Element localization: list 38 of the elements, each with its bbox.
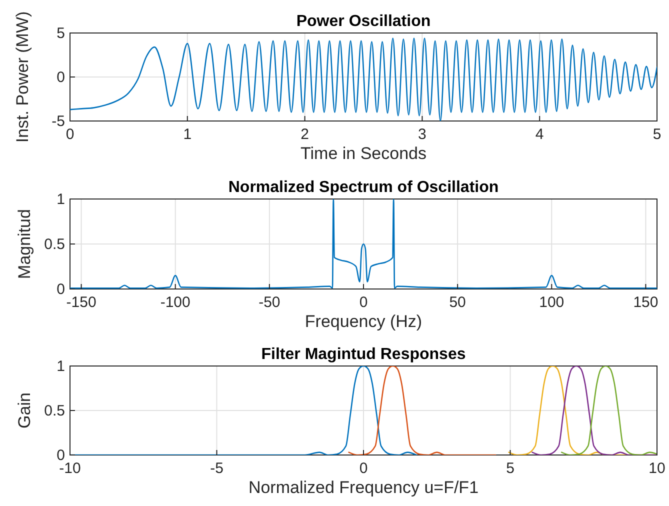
- y-axis-title: Magnitud: [15, 209, 34, 279]
- y-tick-label: 0.5: [44, 236, 65, 253]
- y-axis-title: Gain: [15, 392, 34, 428]
- y-tick-label: 5: [56, 25, 65, 42]
- x-axis-title: Normalized Frequency u=F/F1: [248, 478, 479, 497]
- line-series: [348, 366, 496, 455]
- x-tick-label: 100: [539, 294, 564, 311]
- y-tick-label: -5: [52, 113, 65, 130]
- line-series: [70, 199, 657, 289]
- x-tick-label: 150: [633, 294, 658, 311]
- x-tick-label: -50: [258, 294, 280, 311]
- x-tick-label: -100: [160, 294, 190, 311]
- x-tick-label: 2: [300, 126, 309, 143]
- x-tick-label: 5: [506, 460, 514, 477]
- x-tick-label: -150: [66, 294, 96, 311]
- line-series: [532, 366, 657, 455]
- x-tick-label: 3: [418, 126, 426, 143]
- x-axis-title: Time in Seconds: [300, 144, 426, 163]
- x-tick-label: -5: [210, 460, 224, 477]
- chart-title: Power Oscillation: [296, 13, 431, 30]
- x-tick-label: 4: [535, 126, 544, 143]
- y-tick-label: 0: [56, 69, 65, 86]
- y-tick-label: 1: [56, 358, 65, 375]
- chart-title: Filter Magintud Responses: [261, 346, 466, 363]
- line-series: [70, 38, 657, 121]
- line-series: [560, 366, 657, 455]
- chart-title: Normalized Spectrum of Oscillation: [228, 179, 499, 196]
- x-tick-label: 1: [183, 126, 192, 143]
- x-tick-label: 0: [359, 294, 368, 311]
- y-tick-label: 0.5: [44, 402, 65, 420]
- x-tick-label: 50: [449, 294, 466, 311]
- x-axis-title: Frequency (Hz): [304, 312, 422, 331]
- y-tick-label: 0: [56, 281, 65, 298]
- x-tick-label: 5: [652, 126, 662, 143]
- x-tick-label: 10: [648, 460, 666, 477]
- y-tick-label: 1: [56, 191, 65, 208]
- x-tick-label: 0: [359, 460, 368, 477]
- y-axis-title: Inst. Power (MW): [13, 11, 32, 143]
